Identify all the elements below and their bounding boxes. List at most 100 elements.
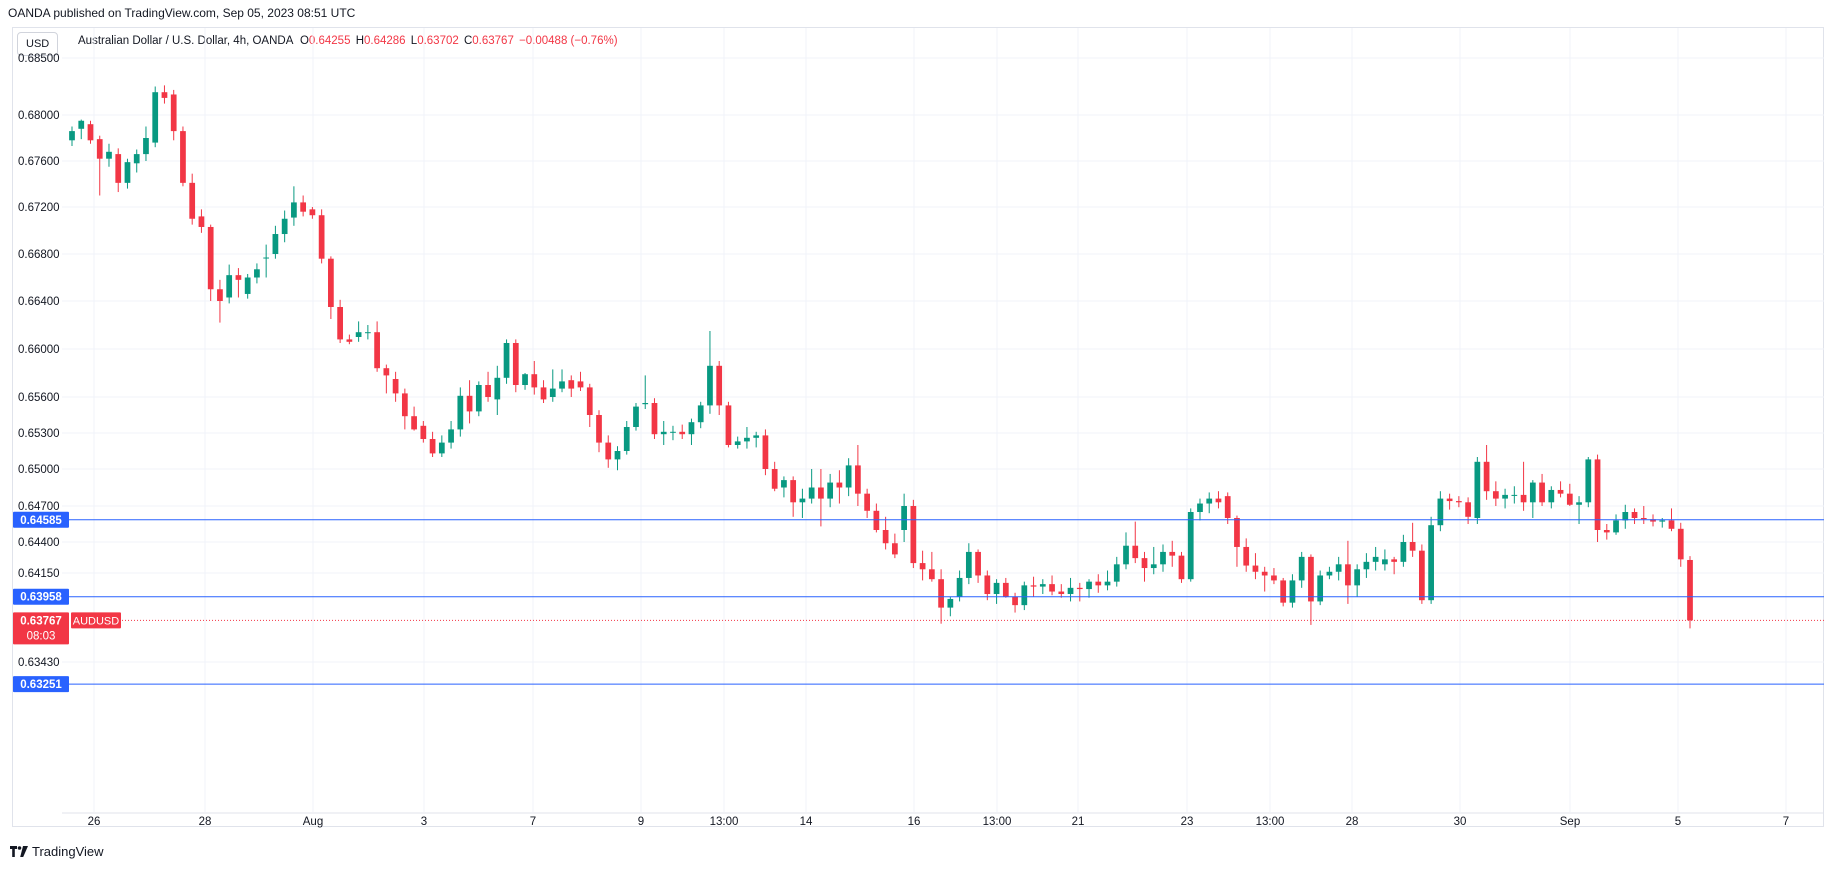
candle-body <box>272 234 279 254</box>
candle-body <box>124 162 131 183</box>
y-tick-label: 0.66000 <box>18 344 60 356</box>
candle-body <box>133 154 140 164</box>
candle <box>1298 551 1305 588</box>
candle <box>1345 540 1351 604</box>
candle-body <box>1271 575 1277 581</box>
candle <box>744 427 750 449</box>
candle <box>78 119 85 140</box>
candle <box>1317 570 1324 606</box>
candle-body <box>69 131 75 141</box>
candle-body <box>420 425 427 439</box>
candle-body <box>836 482 843 488</box>
tradingview-logo-icon <box>10 846 28 857</box>
candle <box>1049 575 1055 596</box>
candle-body <box>374 332 380 369</box>
tradingview-logo[interactable]: TradingView <box>10 844 104 859</box>
candle <box>1150 546 1157 575</box>
candle <box>1252 553 1259 580</box>
candle-body <box>1141 558 1148 569</box>
tradingview-logo-text: TradingView <box>32 844 104 859</box>
candle <box>1391 556 1398 575</box>
candle <box>697 401 704 429</box>
candle-body <box>1502 494 1508 499</box>
candle <box>623 421 630 455</box>
candle-body <box>771 469 778 489</box>
candle <box>96 135 103 196</box>
candle <box>1492 481 1499 506</box>
candle-body <box>845 465 852 488</box>
candle <box>1271 568 1277 585</box>
candle <box>226 264 233 304</box>
x-tick-label: 16 <box>908 816 921 828</box>
candle-body <box>1289 580 1296 603</box>
candle-body <box>78 120 85 129</box>
candle <box>836 470 843 504</box>
candle <box>882 516 889 550</box>
candle-body <box>873 510 880 530</box>
candle-body <box>984 575 991 595</box>
candle <box>87 120 94 144</box>
y-tick-label: 0.64700 <box>18 501 60 513</box>
candle <box>1585 457 1592 508</box>
candle-body <box>1687 559 1693 621</box>
x-tick-label: 30 <box>1454 816 1467 828</box>
candle-body <box>438 442 445 454</box>
candle-body <box>1372 556 1379 562</box>
grid-lines <box>62 28 1824 812</box>
x-tick-label: 28 <box>1346 816 1359 828</box>
candle <box>1030 576 1037 597</box>
candle <box>457 387 464 437</box>
candle <box>586 383 593 427</box>
candle-body <box>1650 519 1656 522</box>
candle <box>152 86 159 148</box>
legend-change: −0.00488 (−0.76%) <box>519 35 618 47</box>
candle <box>688 418 695 445</box>
legend-high-value: 0.64286 <box>364 35 406 47</box>
candle <box>1104 570 1111 591</box>
candle-body <box>744 437 750 442</box>
candle <box>845 458 852 497</box>
last-price-countdown: 08:03 <box>27 630 56 642</box>
candle-body <box>328 258 334 307</box>
candle <box>475 381 482 417</box>
candle-body <box>642 403 649 405</box>
candle <box>180 126 186 187</box>
candle <box>1234 515 1240 567</box>
candle-body <box>503 343 510 378</box>
candle <box>928 551 935 582</box>
candle <box>1206 492 1213 514</box>
candle <box>1483 445 1490 500</box>
candle-body <box>1455 501 1462 503</box>
candle-body <box>1298 556 1305 581</box>
candle <box>494 365 501 415</box>
candle-body <box>910 506 917 564</box>
candle <box>485 371 491 402</box>
candle <box>466 380 473 424</box>
candle-body <box>1668 520 1675 529</box>
candle-body <box>1187 512 1194 580</box>
candle-body <box>512 343 519 385</box>
candle-body <box>1419 550 1425 601</box>
candle-body <box>1354 569 1361 586</box>
currency-button[interactable]: USD <box>17 32 59 56</box>
candle <box>512 339 519 393</box>
candle <box>577 371 584 391</box>
candle-body <box>1548 489 1555 503</box>
candle-body <box>716 365 723 406</box>
candle-body <box>1640 518 1647 520</box>
candle <box>993 579 1000 604</box>
candle-body <box>975 551 981 576</box>
candle <box>1520 461 1527 511</box>
candle <box>892 533 898 559</box>
candle <box>1400 534 1407 567</box>
candle-body <box>549 388 556 397</box>
candle-body <box>1113 564 1120 582</box>
candle-body <box>1474 461 1481 518</box>
candle <box>1566 483 1573 506</box>
candle-body <box>808 487 815 499</box>
candle-body <box>1224 496 1231 518</box>
candle-body <box>1039 584 1046 587</box>
candle-body <box>170 94 177 132</box>
candle-body <box>1150 564 1157 569</box>
